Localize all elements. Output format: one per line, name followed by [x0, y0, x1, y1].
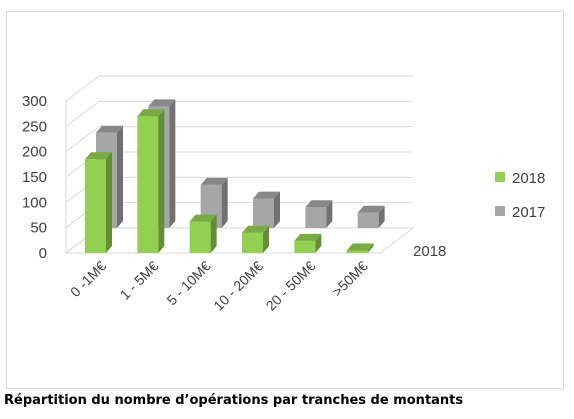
bar-2017-5: [357, 205, 385, 228]
bar-2018-1-top: [137, 109, 165, 117]
bar-2018-0-side: [106, 152, 112, 253]
bar-2018-3-top: [242, 225, 269, 233]
bars: [85, 99, 385, 253]
x-category-label: 20 - 50M€: [263, 258, 319, 314]
bar-2018-2-side: [210, 214, 217, 253]
gridline: [65, 100, 413, 127]
y-tick-label: 200: [22, 144, 47, 161]
y-tick-label: 0: [39, 245, 47, 262]
bar-2018-0: [85, 152, 112, 253]
bar-2018-1: [137, 109, 165, 253]
y-tick-label: 300: [22, 93, 47, 110]
x-category-label: >50M€: [329, 258, 371, 300]
legend-label: 2017: [512, 204, 545, 221]
bar-2017-3-top: [253, 191, 280, 199]
bar-2017-4: [305, 200, 333, 228]
bar-2017-0-side: [117, 125, 123, 228]
bar-2018-3-side: [263, 225, 269, 253]
bar-2017-2-top: [200, 177, 228, 185]
bar-2018-2: [189, 214, 217, 253]
bar-2018-5-side: [367, 243, 374, 253]
bar-2018-1-front: [137, 116, 159, 253]
bar-2017-3-front: [253, 198, 274, 228]
x-category-label: 0 -1M€: [67, 258, 109, 300]
depth-axis-label: 2018: [413, 243, 446, 260]
x-category-label: 10 - 20M€: [210, 258, 266, 314]
bar-2018-0-top: [85, 152, 112, 160]
bar-2017-2-side: [221, 177, 228, 228]
legend-swatch: [495, 172, 505, 182]
gridline: [65, 126, 413, 153]
bar-2018-4: [294, 233, 322, 253]
bar-2017-5-top: [357, 205, 385, 213]
y-tick-label: 150: [22, 169, 47, 186]
x-axis-categories: 0 -1M€ 1 - 5M€ 5 - 10M€10 - 20M€20 - 50M€ >…: [67, 258, 371, 314]
legend-label: 2018: [512, 170, 545, 187]
y-tick-label: 50: [30, 220, 47, 237]
bar-2017-1-side: [169, 99, 176, 228]
bar-2018-5: [346, 243, 374, 253]
bar-2017-0-top: [96, 125, 123, 133]
bar-2018-2-front: [189, 221, 211, 253]
bar-2018-4-side: [315, 233, 322, 253]
legend: 2018 2017: [495, 170, 545, 221]
y-tick-label: 250: [22, 118, 47, 135]
chart-caption: Répartition du nombre d’opérations par t…: [4, 393, 464, 408]
y-axis-ticks: 0 50 100 150 200 250 300: [22, 93, 47, 262]
bar-2018-0-front: [85, 159, 106, 253]
bar-chart: 0 50 100 150 200 250 300 0 -1M€ 1 - 5M€ 5 - 10M€…: [22, 75, 545, 314]
bar-2017-5-side: [378, 205, 385, 228]
legend-swatch: [495, 206, 505, 216]
bar-2018-3: [242, 225, 269, 253]
bar-2017-4-front: [305, 207, 327, 228]
x-category-label: 5 - 10M€: [163, 258, 214, 309]
x-category-label: 1 - 5M€: [117, 258, 162, 303]
bar-2017-3-side: [274, 191, 280, 228]
bar-2018-4-front: [294, 240, 316, 253]
gridline: [65, 75, 413, 102]
bar-2018-5-front: [346, 250, 368, 253]
bar-2018-4-top: [294, 233, 322, 241]
bar-2017-5-front: [357, 212, 379, 228]
bar-2018-5-top: [346, 243, 374, 251]
bar-2018-1-side: [158, 109, 165, 253]
bar-2018-3-front: [242, 232, 263, 253]
bar-2018-2-top: [189, 214, 217, 222]
bar-2017-4-side: [326, 200, 333, 228]
y-tick-label: 100: [22, 194, 47, 211]
bar-2017-1-top: [148, 99, 176, 107]
bar-2017-3: [253, 191, 280, 228]
bar-2017-4-top: [305, 200, 333, 208]
